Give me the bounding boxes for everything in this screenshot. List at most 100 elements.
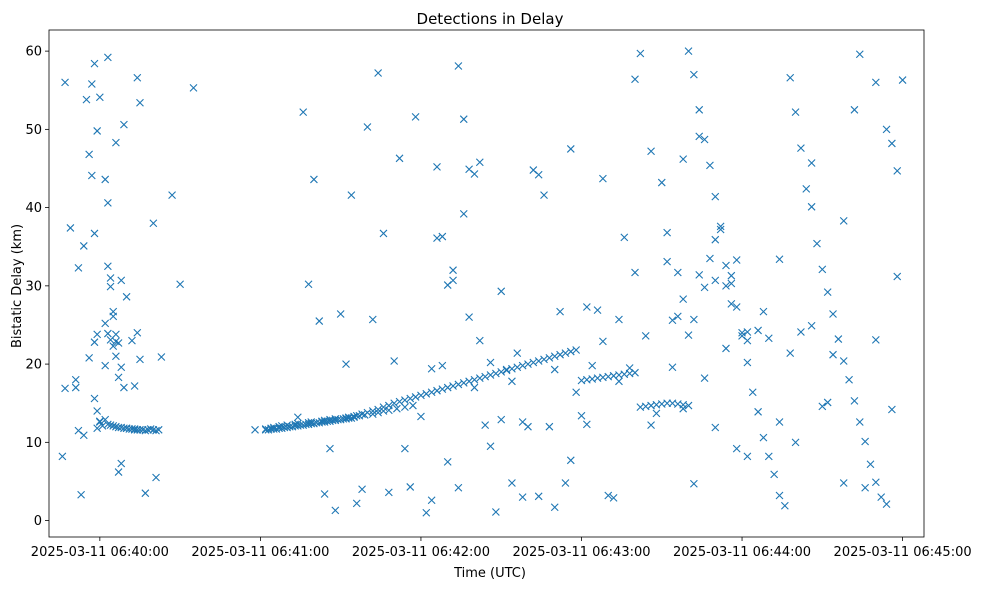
data-point [66, 224, 75, 232]
data-point [609, 493, 618, 502]
data-point [839, 217, 848, 225]
data-point [743, 336, 752, 345]
data-point [352, 411, 361, 420]
data-point [582, 420, 591, 429]
data-point [363, 408, 372, 417]
data-point [336, 310, 345, 318]
data-point [459, 378, 468, 387]
data-point [122, 292, 131, 301]
data-point [700, 135, 709, 144]
data-point [101, 319, 110, 328]
data-point [668, 316, 677, 325]
data-point [582, 303, 591, 311]
data-point [422, 389, 431, 398]
data-point [657, 178, 666, 187]
data-point [834, 335, 843, 343]
data-point [529, 358, 538, 367]
data-point [545, 422, 554, 431]
data-point [572, 388, 581, 397]
data-point [152, 473, 160, 482]
data-point [502, 365, 511, 374]
data-point [508, 377, 516, 386]
data-point [679, 295, 688, 304]
y-tick-label: 20 [25, 358, 42, 373]
x-axis-title: Time (UTC) [453, 566, 526, 581]
data-point [695, 271, 704, 279]
data-point [481, 372, 490, 381]
data-point [770, 470, 779, 479]
data-point [722, 261, 730, 270]
data-point [400, 444, 409, 453]
data-point [136, 98, 144, 107]
data-point [888, 405, 896, 414]
plot-frame [48, 29, 925, 538]
data-point [497, 368, 506, 376]
data-point [534, 357, 543, 365]
data-point [459, 115, 468, 124]
data-point [508, 479, 516, 487]
data-point [566, 347, 575, 356]
data-point [141, 426, 150, 435]
data-point [103, 262, 112, 271]
data-point [368, 407, 377, 415]
data-point [109, 307, 118, 316]
data-point [545, 353, 554, 362]
data-point [112, 330, 120, 339]
data-point [550, 503, 559, 512]
data-point [470, 375, 479, 384]
data-point [807, 159, 816, 167]
data-point [299, 108, 308, 117]
data-point [93, 127, 102, 135]
data-point [77, 490, 85, 499]
data-point [861, 483, 870, 492]
data-point [732, 256, 741, 264]
y-axis: 0 10 20 30 40 50 60 [25, 45, 49, 529]
data-point [818, 402, 827, 411]
data-point [141, 489, 150, 498]
data-point [839, 357, 848, 365]
data-point [368, 315, 377, 324]
data-point [152, 426, 160, 435]
data-point [454, 483, 463, 492]
data-point [513, 363, 522, 372]
data-point [871, 335, 880, 344]
data-point [615, 315, 623, 324]
data-point [775, 491, 784, 500]
y-tick-label: 0 [34, 514, 42, 529]
x-tick-label: 2025-03-11 06:44:00 [673, 545, 811, 560]
x-axis: 2025-03-11 06:40:00 2025-03-11 06:41:00 20… [31, 537, 972, 560]
data-point [103, 199, 112, 207]
data-point [82, 95, 91, 104]
data-point [727, 271, 736, 280]
data-point [449, 382, 457, 390]
data-point [813, 239, 821, 248]
plot-background [49, 30, 924, 537]
data-point [85, 353, 94, 362]
data-point [133, 328, 142, 337]
data-point [475, 336, 484, 345]
data-point [754, 326, 762, 335]
data-point [74, 263, 83, 272]
data-point [443, 383, 452, 392]
plot-area [48, 29, 925, 538]
data-point [93, 330, 102, 339]
data-point [518, 418, 527, 426]
data-point [759, 307, 768, 316]
data-point [898, 76, 907, 84]
data-point [695, 132, 704, 141]
data-point [106, 274, 115, 282]
data-point [727, 279, 736, 288]
data-point [775, 418, 784, 426]
data-point [727, 299, 736, 308]
data-point [470, 170, 479, 178]
data-point [475, 158, 484, 167]
data-point [304, 280, 313, 289]
y-axis-title: Bistatic Delay (km) [10, 224, 25, 348]
data-point [106, 282, 115, 291]
data-point [293, 413, 302, 422]
data-points [58, 47, 907, 517]
data-point [109, 342, 118, 350]
data-point [599, 174, 607, 183]
data-point [112, 337, 120, 346]
